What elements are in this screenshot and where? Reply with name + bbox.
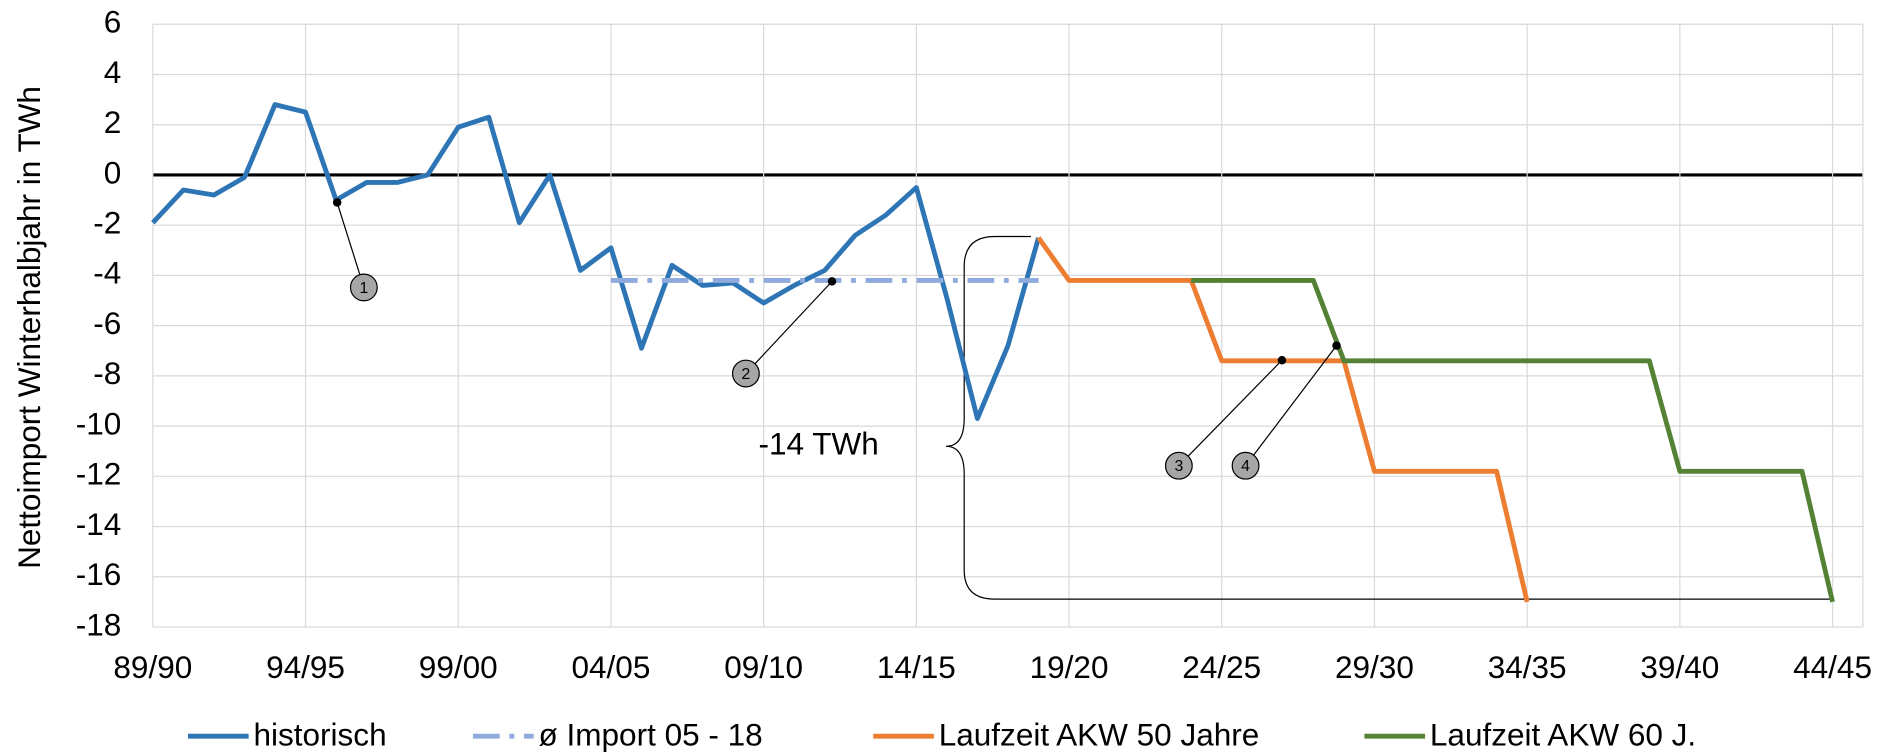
x-tick-label: 39/40	[1640, 649, 1719, 685]
annotation-dot	[1332, 341, 1341, 350]
x-tick-label: 09/10	[724, 649, 803, 685]
y-tick-label: -6	[93, 305, 121, 341]
series-line	[1191, 278, 1835, 603]
legend-item: Laufzeit AKW 60 J.	[1364, 717, 1696, 753]
x-tick-label: 29/30	[1335, 649, 1414, 685]
annotation-badge	[731, 359, 760, 388]
y-tick-label: -18	[76, 606, 122, 642]
annotation-dot	[1277, 355, 1287, 365]
x-tick-label: 44/45	[1793, 649, 1872, 685]
y-tick-label: -8	[93, 355, 121, 391]
x-tick-label: 14/15	[877, 649, 956, 685]
y-axis-title: Nettoimport Winterhalbjahr in TWh	[11, 86, 47, 569]
x-tick-label: 94/95	[266, 649, 345, 685]
annotation-pointer	[1245, 345, 1338, 467]
x-tick-label: 99/00	[419, 649, 498, 685]
y-tick-label: 0	[104, 154, 122, 190]
x-tick-label: 04/05	[571, 649, 650, 685]
x-tick-label: 19/20	[1030, 649, 1109, 685]
annotation-dot	[332, 198, 342, 207]
annotation-badge	[349, 273, 378, 302]
y-tick-label: 2	[104, 104, 122, 140]
annotation-pointer	[745, 280, 833, 374]
legend-item: historisch	[187, 717, 387, 753]
annotation-pointer	[336, 202, 365, 288]
brace	[945, 235, 1031, 600]
annotation: 4	[1241, 458, 1250, 475]
y-tick-label: -14	[76, 506, 122, 542]
annotation: -14 TWh	[759, 426, 879, 462]
legend-label: Laufzeit AKW 50 Jahre	[939, 717, 1260, 753]
x-tick-label: 34/35	[1488, 649, 1567, 685]
series-line	[1036, 236, 1530, 603]
legend-label: Laufzeit AKW 60 J.	[1430, 717, 1696, 753]
y-tick-label: 4	[104, 54, 122, 90]
y-tick-label: -12	[76, 456, 122, 492]
legend-item: ø Import 05 - 18	[473, 717, 763, 753]
y-tick-label: -4	[93, 255, 121, 291]
y-tick-label: -10	[76, 405, 122, 441]
annotation-badge	[1164, 451, 1193, 480]
annotation-pointer	[1178, 359, 1283, 467]
legend-item: Laufzeit AKW 50 Jahre	[873, 717, 1259, 753]
series-line	[151, 102, 1041, 421]
annotation: 1	[359, 280, 368, 297]
legend-label: historisch	[253, 717, 386, 753]
y-tick-label: 6	[104, 4, 122, 40]
legend-label: ø Import 05 - 18	[538, 717, 762, 753]
annotation: 3	[1174, 458, 1183, 475]
annotation: 2	[742, 366, 751, 383]
annotation-dot	[827, 277, 837, 286]
annotation-badge	[1231, 451, 1260, 480]
x-tick-label: 24/25	[1182, 649, 1261, 685]
y-tick-label: -16	[76, 556, 122, 592]
x-tick-label: 89/90	[113, 649, 192, 685]
y-tick-label: -2	[93, 205, 121, 241]
